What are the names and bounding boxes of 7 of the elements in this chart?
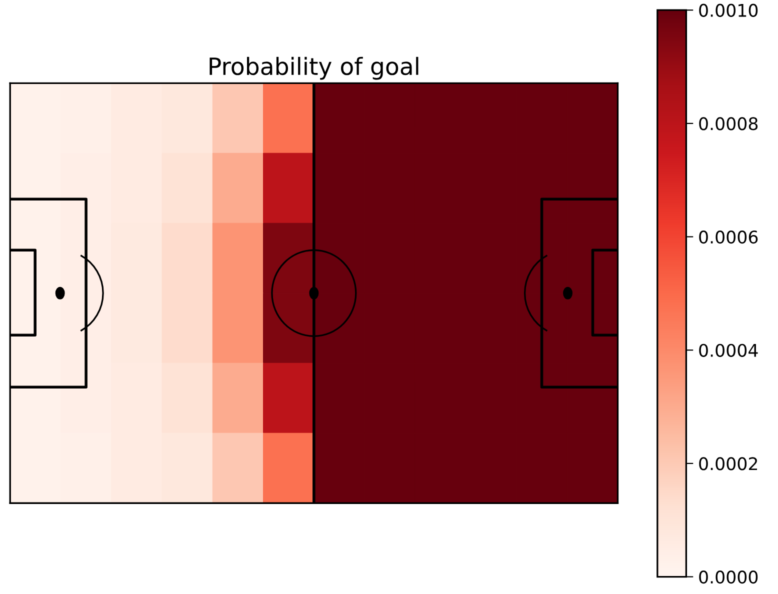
color-bar-label: 0.0008 bbox=[699, 117, 758, 130]
chart-title: Probability of goal bbox=[210, 56, 418, 80]
color-bar-label: 0.0000 bbox=[699, 570, 758, 584]
color-bar-label: 0.0004 bbox=[699, 344, 758, 357]
color-bar-label: 0.0010 bbox=[699, 4, 758, 17]
color-bar-label: 0.0002 bbox=[699, 457, 758, 470]
color-bar-label: 0.0006 bbox=[699, 230, 758, 244]
